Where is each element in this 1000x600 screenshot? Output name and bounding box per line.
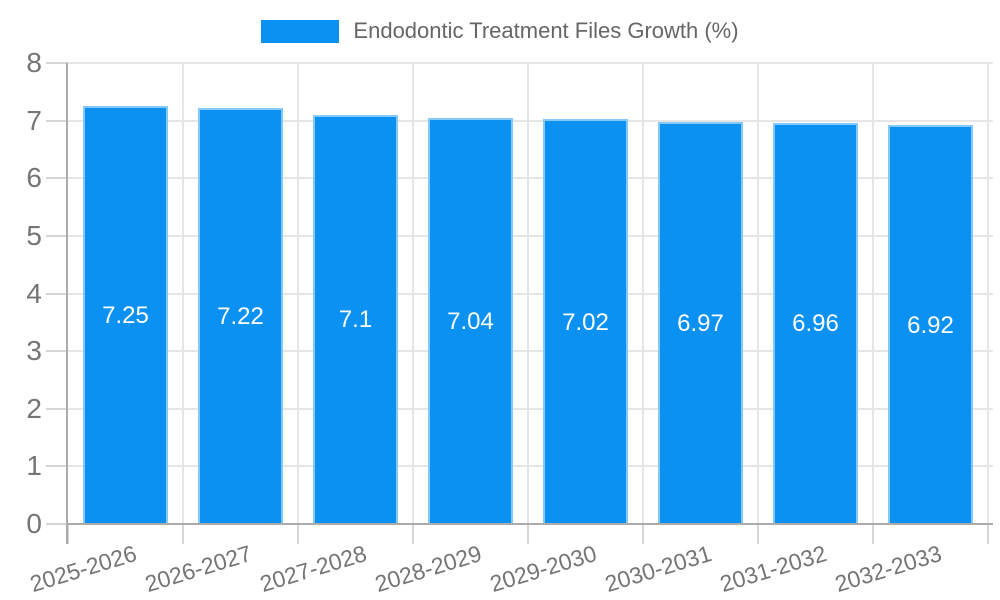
gridline-horizontal [68,119,993,122]
y-tick-label: 8 [26,47,42,78]
gridline-horizontal [68,292,993,295]
x-axis-tick [872,524,874,544]
y-axis-tick [46,119,68,122]
x-axis-tick [297,524,299,544]
y-tick-label: 2 [26,392,42,424]
legend[interactable]: Endodontic Treatment Files Growth (%) [0,18,1000,44]
bar[interactable]: 6.92 [888,125,973,524]
gridline-horizontal [68,465,993,468]
bar-value-label: 6.97 [677,310,724,338]
bar[interactable]: 6.97 [658,122,743,524]
gridline-vertical [757,63,759,524]
x-axis-tick [987,524,989,544]
bar[interactable]: 7.1 [313,114,398,524]
y-axis-tick [46,177,68,180]
x-tick-label: 2029-2030 [486,540,600,598]
x-tick-label: 2032-2033 [831,540,945,598]
gridline-vertical [297,63,299,524]
y-tick-label: 3 [26,335,42,367]
bar-value-label: 7.1 [338,306,373,334]
legend-swatch [261,19,340,43]
bar[interactable]: 7.22 [198,107,283,524]
x-tick-label: 2030-2031 [601,540,715,598]
y-tick-label: 4 [26,277,42,309]
gridline-vertical [987,63,989,524]
y-axis-tick [46,62,68,64]
bar-value-label: 7.25 [102,302,149,330]
x-axis-tick [757,524,759,544]
gridline-horizontal [68,407,993,410]
x-axis-tick [182,524,184,544]
gridline-horizontal [68,234,993,237]
x-axis-tick [67,524,69,544]
gridline-vertical [872,63,874,524]
y-tick-label: 1 [26,450,42,482]
bar-value-label: 7.02 [562,308,609,336]
x-axis-tick [412,524,414,544]
x-tick-label: 2031-2032 [716,540,830,598]
y-axis-tick [46,350,68,353]
y-tick-label: 5 [26,219,42,251]
x-axis-tick [642,524,644,544]
y-axis-tick [46,407,68,410]
y-tick-label: 0 [26,508,42,539]
bar-value-label: 7.22 [217,302,264,330]
y-axis-tick [46,234,68,237]
gridline-vertical [527,63,529,524]
y-axis-tick [46,465,68,468]
x-tick-label: 2027-2028 [256,540,370,598]
y-tick-label: 6 [26,162,42,194]
bar-value-label: 6.96 [792,310,839,338]
gridline-horizontal [68,177,993,180]
legend-label: Endodontic Treatment Files Growth (%) [353,18,739,43]
y-tick-label: 7 [26,104,42,136]
bar-value-label: 6.92 [907,311,954,339]
x-tick-label: 2026-2027 [141,540,255,598]
y-axis-tick [46,292,68,295]
x-axis-tick [527,524,529,544]
bar[interactable]: 7.02 [543,119,628,524]
bar[interactable]: 6.96 [773,122,858,524]
bar[interactable]: 7.04 [428,118,513,524]
x-tick-label: 2028-2029 [371,540,485,598]
gridline-vertical [642,63,644,524]
gridline-vertical [412,63,414,524]
gridline-horizontal [68,62,993,64]
x-tick-label: 2025-2026 [26,540,140,598]
x-axis-baseline [68,523,993,525]
y-axis-tick [46,523,68,525]
gridline-horizontal [68,350,993,353]
bar-value-label: 7.04 [447,308,494,336]
gridline-vertical [182,63,184,524]
y-axis-line [66,63,68,544]
bar[interactable]: 7.25 [83,106,168,524]
